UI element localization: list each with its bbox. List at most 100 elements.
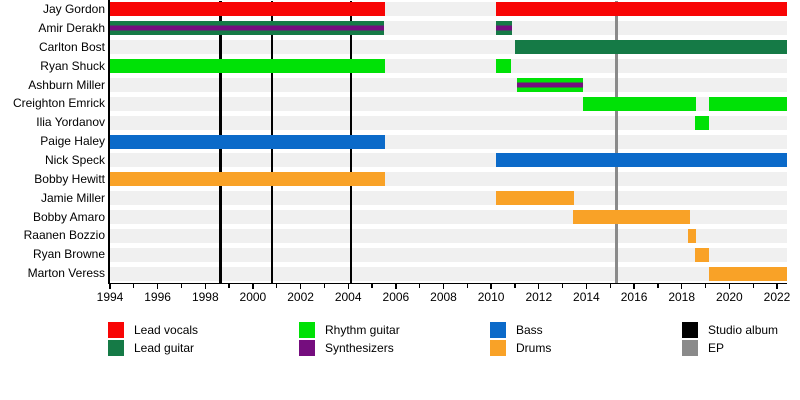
axis-tick <box>538 284 540 289</box>
axis-tick-label: 1994 <box>96 290 124 304</box>
axis-tick <box>752 284 754 288</box>
member-label: Ashburn Miller <box>28 77 105 92</box>
timeline-bar <box>495 21 512 36</box>
axis-tick <box>276 284 278 288</box>
legend-swatch-ep <box>682 340 698 356</box>
legend-label-lead-guitar: Lead guitar <box>134 341 195 355</box>
timeline-bar <box>582 96 697 111</box>
member-label: Jay Gordon <box>42 2 105 16</box>
member-label: Ryan Browne <box>32 247 105 262</box>
axis-tick <box>371 284 373 288</box>
axis-tick <box>704 284 707 288</box>
axis-tick-label: 2020 <box>716 290 743 304</box>
axis-tick-label: 2010 <box>477 290 505 304</box>
axis-tick-label: 2016 <box>620 290 648 304</box>
timeline-bar <box>694 247 710 262</box>
axis-tick-label: 2004 <box>334 290 362 304</box>
axis-tick-label: 2012 <box>525 290 553 304</box>
row-band <box>110 191 787 206</box>
timeline-bar <box>110 134 386 149</box>
axis-tick <box>466 284 468 288</box>
axis-tick <box>252 284 254 289</box>
member-label: Amir Derakh <box>38 20 105 35</box>
row-band <box>110 115 787 130</box>
member-label: Carlton Bost <box>38 39 105 54</box>
timeline-bar <box>709 266 787 281</box>
axis-tick <box>180 284 183 288</box>
legend-swatch-lead-vocals <box>108 322 124 338</box>
axis-tick <box>419 284 421 288</box>
axis-tick <box>585 284 588 289</box>
timeline-bar <box>495 191 575 206</box>
legend-swatch-drums <box>490 340 506 356</box>
x-axis-ticks: 1994 1996 1998 2000 2002 2004 2006 2008 2010 2012… <box>97 284 790 308</box>
row-band <box>110 247 787 262</box>
legend-label-studio-album: Studio album <box>708 323 779 337</box>
axis-tick <box>609 284 611 288</box>
member-label: Creighton Emrick <box>12 96 105 111</box>
legend-label-drums: Drums <box>516 341 552 355</box>
axis-tick <box>133 284 135 288</box>
timeline-bar <box>110 172 386 187</box>
axis-tick <box>323 284 326 288</box>
legend-swatch-synthesizers <box>299 340 315 356</box>
timeline-bar <box>709 96 787 111</box>
legend-swatch-bass <box>490 322 506 338</box>
x-axis-line <box>108 282 787 284</box>
axis-tick-label: 2000 <box>239 290 267 304</box>
plot-area <box>108 0 787 284</box>
legend-label-lead-vocals: Lead vocals <box>134 323 199 337</box>
axis-tick-label: 1996 <box>144 290 171 304</box>
timeline-bar <box>110 2 386 17</box>
axis-tick-label: 2002 <box>287 290 314 304</box>
axis-tick <box>776 284 778 289</box>
axis-tick <box>395 284 397 289</box>
axis-tick <box>633 284 635 289</box>
axis-tick <box>109 284 111 289</box>
legend-label-bass: Bass <box>516 323 543 337</box>
axis-tick-label: 2022 <box>763 290 791 304</box>
timeline-bar <box>495 2 787 17</box>
row-band <box>110 77 787 92</box>
timeline-bar <box>495 59 512 73</box>
y-axis-line <box>108 0 110 284</box>
axis-tick <box>681 284 683 289</box>
member-labels-gutter: Jay Gordon Amir Derakh Carlton Bost Ryan Sh… <box>0 0 110 283</box>
axis-tick <box>442 284 445 289</box>
axis-tick-label: 2014 <box>573 290 600 304</box>
legend-swatch-studio-album <box>682 322 698 338</box>
member-label: Jamie Miller <box>40 190 105 205</box>
axis-tick <box>728 284 731 289</box>
axis-tick <box>514 284 516 288</box>
timeline-bar <box>110 21 384 36</box>
legend-swatch-lead-guitar <box>108 340 124 356</box>
timeline-bar <box>515 40 787 55</box>
axis-tick-label: 2008 <box>430 290 457 304</box>
axis-tick <box>657 284 659 288</box>
axis-tick <box>204 284 206 289</box>
axis-tick-label: 2006 <box>382 290 410 304</box>
axis-tick <box>347 284 349 289</box>
member-label: Marton Veress <box>27 266 105 281</box>
member-label: Ilia Yordanov <box>36 115 105 130</box>
timeline-bar <box>573 210 690 224</box>
member-label: Paige Haley <box>40 134 105 149</box>
timeline-bar <box>687 228 696 243</box>
legend-label-ep: EP <box>708 341 725 355</box>
ep-release-line <box>614 1 618 283</box>
member-label: Bobby Hewitt <box>34 171 105 186</box>
axis-tick <box>156 284 159 289</box>
axis-tick <box>561 284 564 288</box>
row-band <box>110 266 787 281</box>
row-band <box>110 228 787 243</box>
timeline-bar <box>517 77 583 92</box>
axis-tick <box>490 284 492 289</box>
member-label: Nick Speck <box>44 152 105 167</box>
member-label: Ryan Shuck <box>40 58 105 73</box>
legend-swatch-rhythm-guitar <box>299 322 315 338</box>
timeline-bar <box>495 153 787 168</box>
axis-tick <box>228 284 230 288</box>
member-label: Raanen Bozzio <box>23 228 105 243</box>
member-label: Bobby Amaro <box>32 209 105 224</box>
